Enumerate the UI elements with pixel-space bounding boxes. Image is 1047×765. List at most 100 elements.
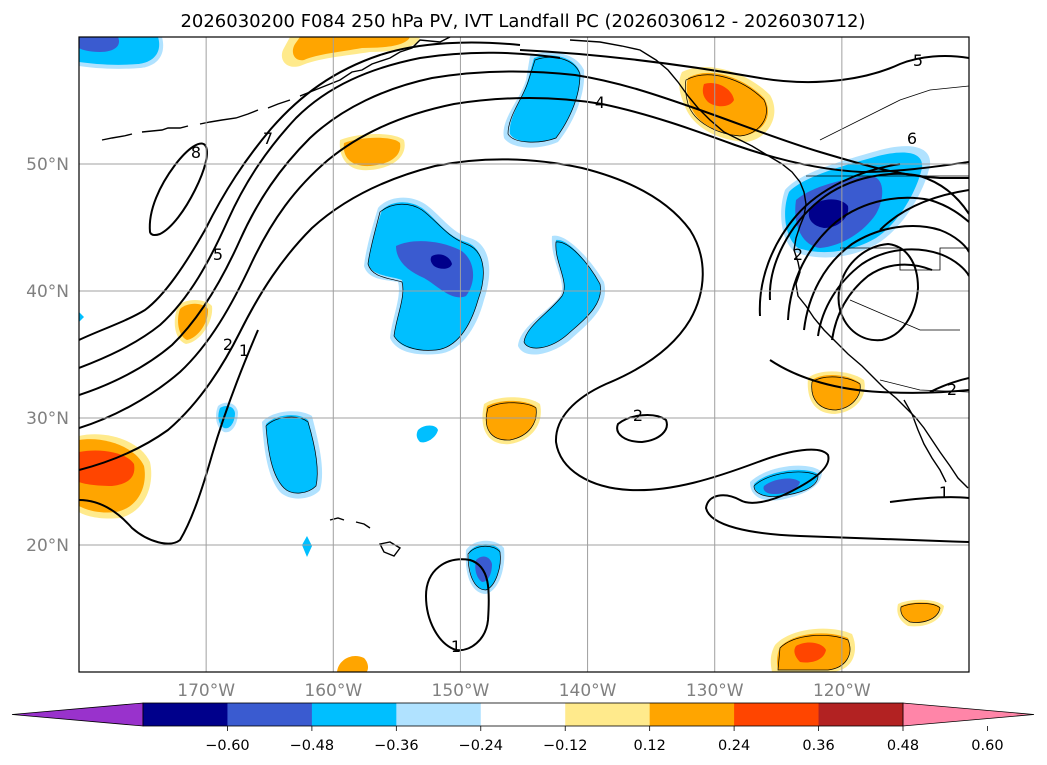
anomaly-far-southeast: [897, 599, 944, 627]
contour-top-5: [519, 49, 969, 84]
contour-2-outer: [79, 158, 969, 543]
border-canada-internal: [819, 85, 969, 141]
coastline-aleutians-c: [199, 109, 259, 125]
contour-label-group: 8 7 5 2 1 4 5 6 2 1 2 1 2: [191, 51, 957, 656]
border-state-line-b: [849, 299, 960, 331]
colorbar-extend-high: [902, 702, 1035, 727]
contour-1-hawaii: [424, 558, 490, 652]
coastline-hawaii-c: [378, 541, 402, 557]
contour-label: 1: [451, 637, 461, 656]
lon-tick-label: 150°W: [432, 681, 490, 701]
coastlines: [101, 37, 969, 557]
coastline-hawaii-a: [329, 517, 345, 521]
contour-4: [79, 97, 969, 429]
contour-pnw-loop: [758, 163, 901, 317]
colorbar-segment: [649, 703, 735, 726]
contour-label: 7: [263, 129, 273, 148]
map-frame: [78, 36, 970, 673]
anomaly-east-pacific-streak: [518, 235, 606, 355]
contour-6: [79, 51, 561, 369]
colorbar-tick-label: 0.12: [634, 738, 666, 754]
contour-label: 2: [947, 380, 957, 399]
colorbar-tick-label: −0.24: [459, 738, 503, 754]
contour-east-6: [879, 189, 969, 231]
lat-tick-label: 20°N: [26, 536, 69, 556]
coastline-aleutians-a: [101, 133, 133, 141]
colorbar-segment: [480, 703, 566, 726]
colorbar-segment: [565, 703, 651, 726]
lat-tick-label: 30°N: [26, 409, 69, 429]
lon-tick-label: 160°W: [304, 681, 362, 701]
lon-tick-label: 170°W: [177, 681, 235, 701]
contour-label: 8: [191, 143, 201, 162]
contour-pnw-inner: [837, 242, 920, 342]
anomaly-top-left: [79, 37, 164, 69]
anomaly-south-alaska: [339, 134, 405, 171]
contour-7: [79, 41, 521, 341]
contour-east-1: [889, 496, 969, 503]
colorbar-segment: [734, 703, 820, 726]
anomaly-southeast: [770, 628, 856, 672]
lat-tick-label: 40°N: [26, 282, 69, 302]
lon-tick-label: 120°W: [813, 681, 871, 701]
colorbar-segment: [227, 703, 313, 726]
colorbar-segment: [143, 703, 228, 726]
longitude-axis: 170°W 160°W 150°W 140°W 130°W 120°W: [177, 681, 871, 701]
contour-pnw-3: [803, 225, 969, 331]
contour-label: 1: [239, 341, 249, 360]
colorbar-tick-label: −0.36: [374, 738, 418, 754]
colorbar-tick-label: 0.24: [718, 738, 750, 754]
anomaly-central-pacific-low: [364, 197, 490, 355]
contour-1: [79, 329, 259, 545]
anomaly-hawaii-south: [465, 540, 505, 594]
colorbar-tick-label: 0.48: [887, 738, 919, 754]
contour-label: 2: [793, 245, 803, 264]
contour-2-small: [616, 414, 668, 444]
gridlines: [79, 37, 969, 672]
positive-anomalies: [79, 37, 944, 672]
anomaly-subtropical-west: [262, 411, 323, 499]
colorbar-outline: [142, 702, 904, 727]
contour-pnw-2: [787, 196, 969, 321]
colorbar-tick-label: −0.60: [205, 738, 249, 754]
coastline-baja: [903, 399, 947, 483]
coastline-aleutians-b: [141, 125, 189, 133]
colorbar: −0.60 −0.48 −0.36 −0.24 −0.12 0.12 0.24 0.36 0.4…: [11, 702, 1035, 754]
contour-label: 2: [633, 406, 643, 425]
contour-label: 5: [913, 51, 923, 70]
contour-lines: [79, 41, 969, 652]
border-state-line-a: [840, 247, 969, 271]
coastline-gulf-alaska: [569, 39, 969, 489]
anomaly-outlines: [265, 57, 941, 671]
coastline-alaska-peninsula: [299, 37, 451, 97]
contour-east-band: [769, 359, 969, 394]
anomaly-dateline: [79, 434, 152, 519]
map-panel: 8 7 5 2 1 4 5 6 2 1 2 1 2: [79, 37, 969, 672]
lat-tick-label: 50°N: [26, 155, 69, 175]
contour-pnw-4: [817, 248, 969, 337]
contour-label: 4: [595, 93, 605, 112]
coastline-hawaii-b: [355, 521, 371, 529]
colorbar-extend-low: [11, 702, 144, 727]
contour-east-2: [929, 377, 969, 393]
contour-pnw-1: [768, 172, 969, 301]
colorbar-segment: [396, 703, 482, 726]
lon-tick-label: 140°W: [559, 681, 617, 701]
anomaly-central-pacific: [482, 397, 541, 445]
anomaly-top-center: [281, 37, 420, 67]
latitude-axis: 50°N 40°N 30°N 20°N: [26, 155, 69, 556]
colorbar-segment: [818, 703, 904, 726]
anomaly-south-edge: [337, 655, 368, 672]
colorbar-tick-label: −0.12: [543, 738, 587, 754]
contour-label: 2: [223, 335, 233, 354]
contour-label: 6: [907, 129, 917, 148]
anomaly-tiny-features: [79, 312, 312, 557]
colorbar-tick-label: 0.60: [971, 738, 1003, 754]
colorbar-tick-label: −0.48: [290, 738, 334, 754]
contour-label: 5: [213, 245, 223, 264]
coastline-aleutians-d: [267, 99, 291, 109]
contour-label: 1: [939, 483, 949, 502]
negative-anomalies: [79, 37, 931, 594]
anomaly-small-central: [416, 425, 438, 443]
